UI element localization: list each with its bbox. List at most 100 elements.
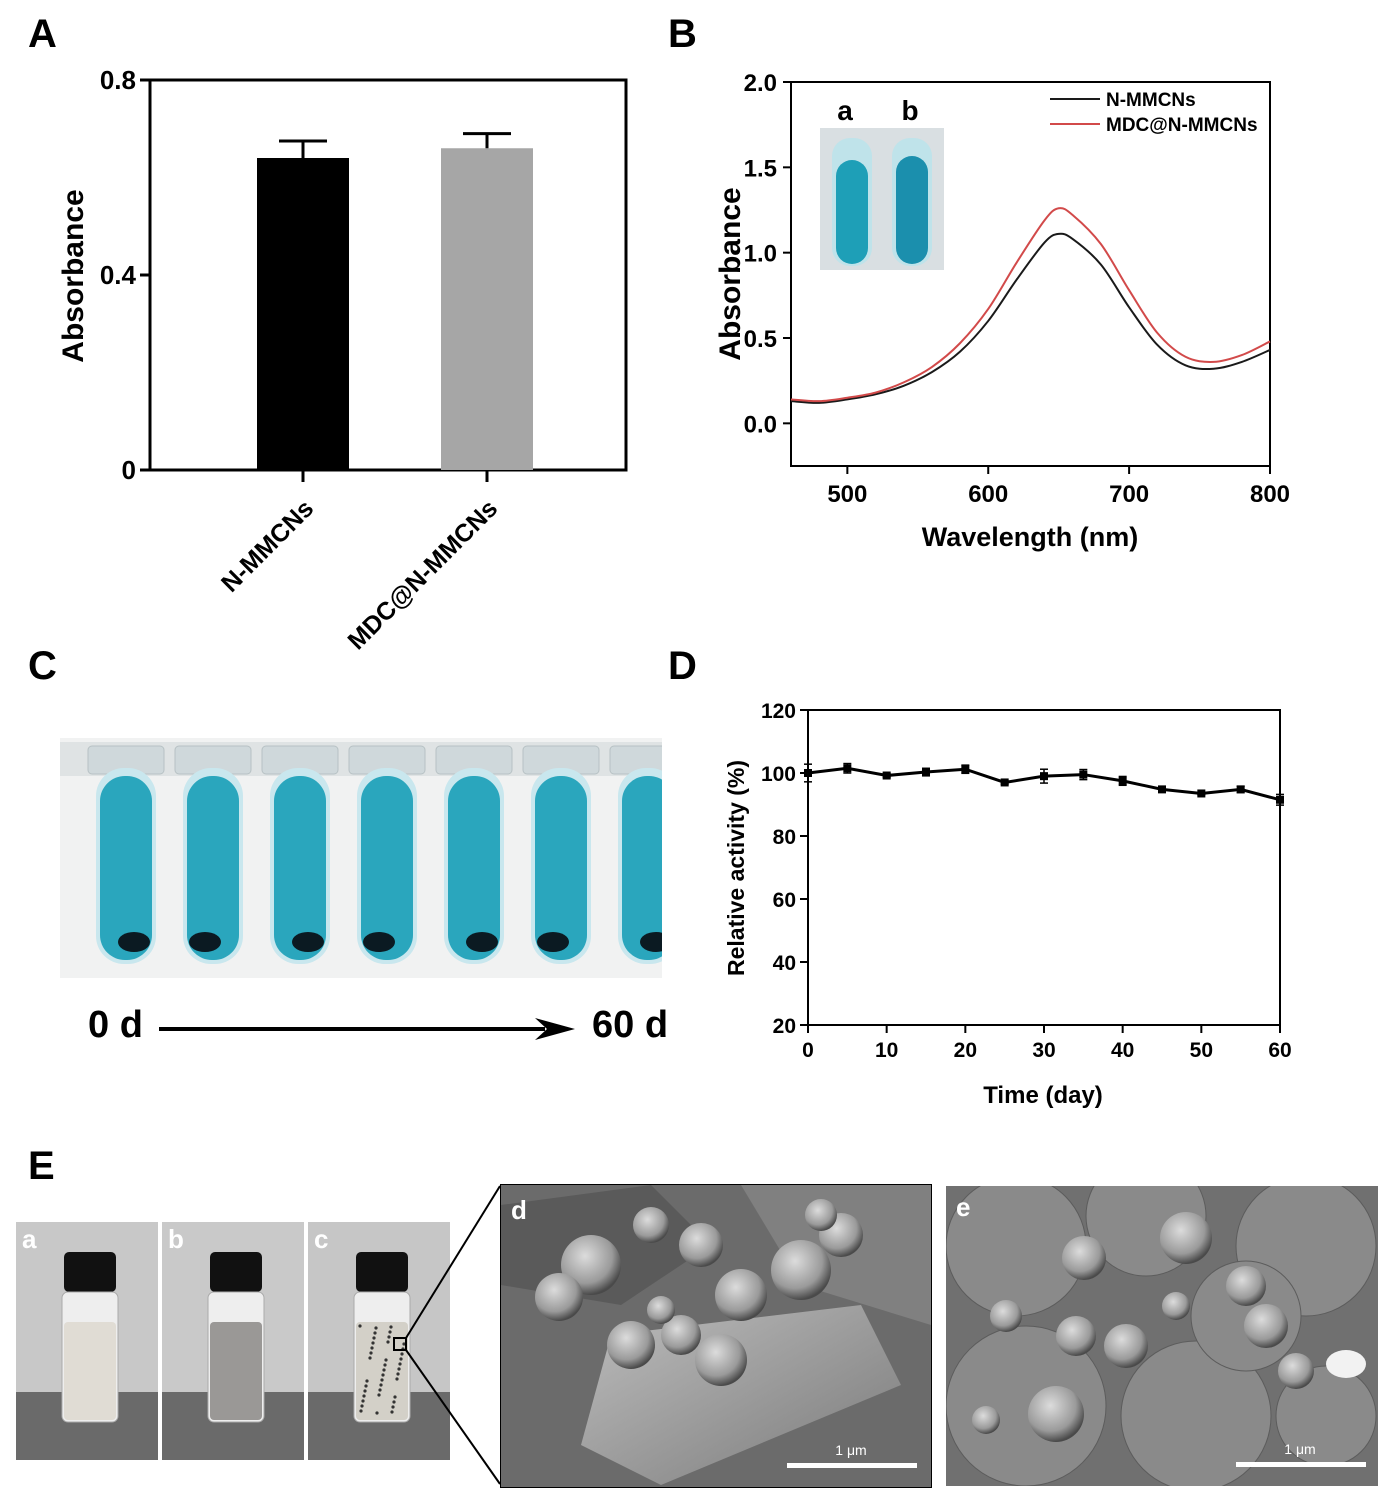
data-point <box>1236 785 1245 794</box>
suspended-particle <box>399 1357 403 1361</box>
suspended-particle <box>388 1330 392 1334</box>
vial-photos: a b c <box>16 1222 450 1460</box>
magnetic-pellet <box>292 932 324 952</box>
inset-label-b: b <box>901 95 918 126</box>
y-tick-label: 100 <box>761 763 796 786</box>
y-axis-label: Absorbance <box>714 187 747 360</box>
suspended-particle <box>363 1389 367 1393</box>
vial-cap <box>356 1252 408 1292</box>
suspended-particle <box>396 1372 400 1376</box>
tube-liquid <box>100 776 152 960</box>
y-tick-label: 0.5 <box>744 326 777 353</box>
suspended-particle <box>370 1346 374 1350</box>
vial-liquid <box>64 1322 116 1420</box>
suspended-particle <box>358 1324 362 1328</box>
suspended-particle <box>374 1326 378 1330</box>
data-point <box>1197 789 1206 798</box>
suspended-particle <box>392 1400 396 1404</box>
legend-label-n-mmcns: N-MMCNs <box>1106 90 1196 111</box>
x-axis-label: Wavelength (nm) <box>922 522 1139 552</box>
rough-particle <box>1120 1340 1272 1486</box>
line-chart-d: Relative activity (%) Time (day) 20 40 60 8… <box>723 700 1292 1109</box>
microsphere <box>647 1296 675 1324</box>
sem-e-drawing: e 1 μm <box>946 1186 1377 1486</box>
vial-liquid <box>210 1322 262 1420</box>
microsphere <box>771 1240 831 1300</box>
suspended-particle <box>369 1351 373 1355</box>
suspended-particle <box>372 1336 376 1340</box>
x-tick-label: 600 <box>968 481 1008 508</box>
suspended-particle <box>402 1342 406 1346</box>
sub-label-d: d <box>511 1195 527 1225</box>
magnetic-pellet <box>363 932 395 952</box>
y-tick-label: 2.0 <box>744 70 777 97</box>
x-tick-label: 10 <box>875 1039 898 1062</box>
microsphere <box>607 1321 655 1369</box>
suspended-particle <box>362 1394 366 1398</box>
microsphere <box>1028 1386 1084 1442</box>
data-point <box>1040 772 1048 781</box>
microsphere <box>679 1223 723 1267</box>
suspended-particle <box>398 1362 402 1366</box>
y-tick-label: 0.8 <box>100 65 136 95</box>
scale-bar-label-d: 1 μm <box>835 1442 866 1458</box>
microsphere <box>535 1273 583 1321</box>
plot-frame <box>790 81 1271 467</box>
sub-label-e: e <box>956 1192 970 1222</box>
tube-liquid <box>274 776 326 960</box>
data-point <box>843 764 852 773</box>
time-arrow <box>159 1018 575 1040</box>
legend: N-MMCNs MDC@N-MMCNs <box>1050 90 1258 136</box>
suspended-particle <box>393 1395 397 1399</box>
data-point <box>1276 795 1284 804</box>
data-point <box>961 765 970 774</box>
x-tick-label: 500 <box>827 481 867 508</box>
y-tick-label: 0.0 <box>744 411 777 438</box>
series-line-n-mmcns <box>790 232 1271 404</box>
x-tick-label: 0 <box>802 1039 814 1062</box>
sem-d-drawing: d 1 μm <box>501 1185 931 1485</box>
sem-image-d: d 1 μm <box>500 1184 932 1488</box>
y-tick-label: 40 <box>773 952 796 975</box>
x-tick-label: 60 <box>1268 1039 1291 1062</box>
suspended-particle <box>387 1335 391 1339</box>
line-chart-b: Absorbance Wavelength (nm) a b N-MMCNs M… <box>714 70 1290 552</box>
plot-frame <box>148 78 628 472</box>
suspended-particle <box>375 1411 379 1415</box>
magnetic-pellet <box>537 932 569 952</box>
x-tick-label: MDC@N-MMCNs <box>342 494 503 655</box>
panel-label-b: B <box>668 12 697 56</box>
microsphere <box>695 1334 747 1386</box>
tubes-photo <box>60 738 687 978</box>
time-end-label: 60 d <box>592 1004 669 1046</box>
data-point <box>1079 770 1088 779</box>
y-tick-label: 60 <box>773 889 796 912</box>
suspended-particle <box>360 1404 364 1408</box>
legend-label-mdc: MDC@N-MMCNs <box>1106 115 1258 136</box>
x-tick-label: 50 <box>1190 1039 1213 1062</box>
microsphere <box>805 1199 837 1231</box>
x-tick-label: 40 <box>1111 1039 1134 1062</box>
tube-liquid <box>535 776 587 960</box>
data-point <box>1000 778 1009 787</box>
data-point <box>922 768 930 777</box>
suspended-particle <box>359 1409 363 1413</box>
suspended-particle <box>382 1368 386 1372</box>
y-axis-label: Relative activity (%) <box>723 760 749 976</box>
magnetic-pellet <box>118 932 150 952</box>
suspended-particle <box>373 1331 377 1335</box>
suspended-particle <box>377 1393 381 1397</box>
sub-label-a: a <box>22 1224 37 1254</box>
suspended-particle <box>383 1363 387 1367</box>
y-tick-label: 1.0 <box>744 241 777 268</box>
microsphere <box>1226 1266 1266 1306</box>
suspended-particle <box>397 1367 401 1371</box>
tube-liquid <box>361 776 413 960</box>
tube-liquid <box>187 776 239 960</box>
inset-tubes-photo <box>820 128 944 270</box>
magnetic-pellet <box>189 932 221 952</box>
panel-label-d: D <box>668 644 697 688</box>
microsphere <box>1162 1292 1190 1320</box>
suspended-particle <box>365 1379 369 1383</box>
suspended-particle <box>364 1384 368 1388</box>
